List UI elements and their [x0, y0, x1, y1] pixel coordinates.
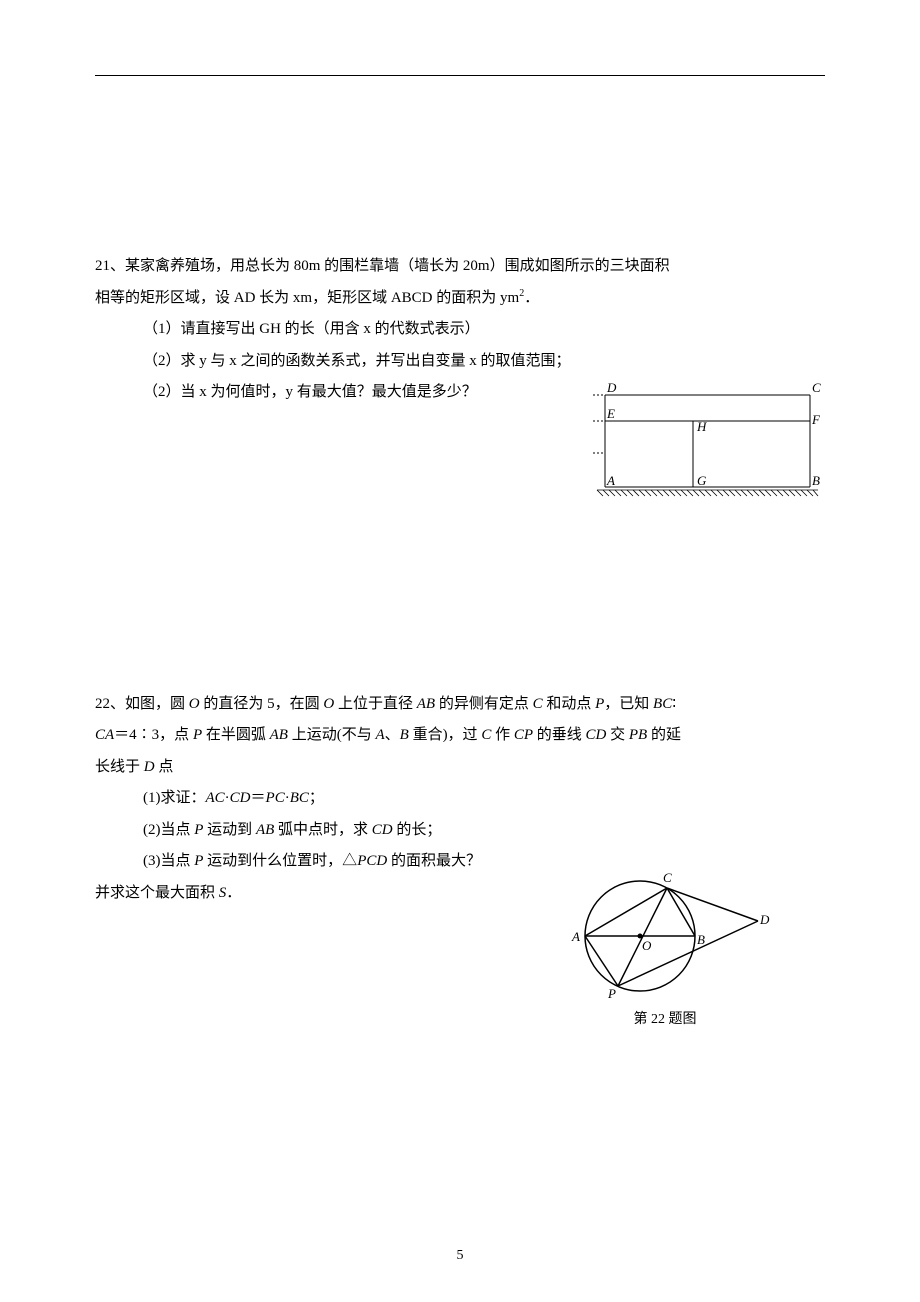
t: PC	[266, 790, 285, 806]
t: AC	[206, 790, 225, 806]
t: P	[193, 727, 202, 743]
t: 运动到	[203, 822, 256, 838]
t: 的直径为 5，在圆	[200, 696, 324, 712]
t: ；	[309, 790, 324, 806]
q22-label-D: D	[759, 912, 770, 927]
t: 点	[155, 759, 174, 775]
q21-stem-line1: 21、某家禽养殖场，用总长为 80m 的围栏靠墙（墙长为 20m）围成如图所示的…	[95, 251, 825, 283]
q22-label-O: O	[642, 938, 652, 953]
q22-row-with-figure: (3)当点 P 运动到什么位置时，△PCD 的面积最大？ 并求这个最大面积 S．	[95, 846, 825, 909]
t: 交	[606, 727, 629, 743]
t: 作	[491, 727, 514, 743]
q22-figure: C D A O B P 第 22 题图	[560, 866, 770, 1028]
t: A	[375, 727, 384, 743]
t: ∶	[672, 696, 676, 712]
t: AB	[256, 822, 274, 838]
t: P	[595, 696, 604, 712]
t: BC	[290, 790, 309, 806]
q21-label-A: A	[606, 473, 615, 488]
t: 的延	[647, 727, 681, 743]
q22-label-A: A	[571, 929, 580, 944]
t: 长线于	[95, 759, 144, 775]
t: 弧中点时，求	[274, 822, 372, 838]
t: CD	[586, 727, 607, 743]
q21-label-D: D	[606, 380, 617, 395]
t: PB	[629, 727, 647, 743]
q21-label-G: G	[697, 473, 707, 488]
t: 运动到什么位置时，△	[203, 853, 357, 869]
t: 在半圆弧	[202, 727, 270, 743]
t: 22、如图，圆	[95, 696, 189, 712]
q21-stem-line2-end: ．	[524, 290, 539, 306]
t: D	[144, 759, 155, 775]
q21-stem-line2: 相等的矩形区域，设 AD 长为 xm，矩形区域 ABCD 的面积为 ym2．	[95, 283, 825, 315]
q21-label-H: H	[696, 419, 707, 434]
q22-label-C: C	[663, 870, 672, 885]
q21-label-F: F	[811, 412, 821, 427]
t: CP	[514, 727, 533, 743]
t: O	[323, 696, 334, 712]
t: 上运动(不与	[288, 727, 376, 743]
t: ，已知	[604, 696, 653, 712]
t: C	[481, 727, 491, 743]
q22-label-B: B	[697, 932, 705, 947]
t: CA	[95, 727, 114, 743]
q21-label-B: B	[812, 473, 820, 488]
header-rule	[95, 75, 825, 76]
q22-svg: C D A O B P	[560, 866, 770, 1001]
t: ＝4∶3，点	[114, 727, 193, 743]
page-number: 5	[0, 1248, 920, 1264]
t: 的异侧有定点	[435, 696, 533, 712]
t: (1)求证：	[143, 790, 206, 806]
t: C	[533, 696, 543, 712]
t: 的垂线	[533, 727, 586, 743]
t: (3)当点	[143, 853, 194, 869]
t: BC	[653, 696, 672, 712]
t: PCD	[357, 853, 387, 869]
q21-part1: （1）请直接写出 GH 的长（用含 x 的代数式表示）	[95, 314, 825, 346]
t: 并求这个最大面积	[95, 885, 219, 901]
q22-stem-line2: CA＝4∶3，点 P 在半圆弧 AB 上运动(不与 A、B 重合)，过 C 作 …	[95, 720, 825, 752]
t: B	[400, 727, 409, 743]
t: 重合)，过	[409, 727, 482, 743]
t: (2)当点	[143, 822, 194, 838]
q21-row-with-figure: （2）当 x 为何值时，y 有最大值？最大值是多少？	[95, 377, 825, 409]
t: CD	[230, 790, 251, 806]
q22-stem-line3: 长线于 D 点	[95, 752, 825, 784]
q22-part1: (1)求证：AC·CD＝PC·BC；	[95, 783, 825, 815]
t: 、	[385, 727, 400, 743]
t: 上位于直径	[334, 696, 417, 712]
q22-figure-caption: 第 22 题图	[560, 1008, 770, 1028]
t: 的面积最大？	[387, 853, 481, 869]
q21-stem-line2-text: 相等的矩形区域，设 AD 长为 xm，矩形区域 ABCD 的面积为 ym	[95, 290, 519, 306]
q22-stem-line1: 22、如图，圆 O 的直径为 5，在圆 O 上位于直径 AB 的异侧有定点 C …	[95, 689, 825, 721]
t: ＝	[251, 790, 266, 806]
t: 的长；	[393, 822, 442, 838]
t: AB	[270, 727, 288, 743]
q21-label-E: E	[606, 406, 615, 421]
page: 21、某家禽养殖场，用总长为 80m 的围栏靠墙（墙长为 20m）围成如图所示的…	[0, 0, 920, 1302]
t: O	[189, 696, 200, 712]
q21-svg: D C E H F A G B	[585, 377, 825, 507]
q21-part2: （2）求 y 与 x 之间的函数关系式，并写出自变量 x 的取值范围；	[95, 346, 825, 378]
q22-label-P: P	[607, 986, 616, 1001]
t: CD	[372, 822, 393, 838]
t: ．	[226, 885, 241, 901]
t: AB	[417, 696, 435, 712]
t: 和动点	[543, 696, 596, 712]
q21-figure: D C E H F A G B	[585, 377, 825, 512]
q22-part2: (2)当点 P 运动到 AB 弧中点时，求 CD 的长；	[95, 815, 825, 847]
q21-label-C: C	[812, 380, 821, 395]
